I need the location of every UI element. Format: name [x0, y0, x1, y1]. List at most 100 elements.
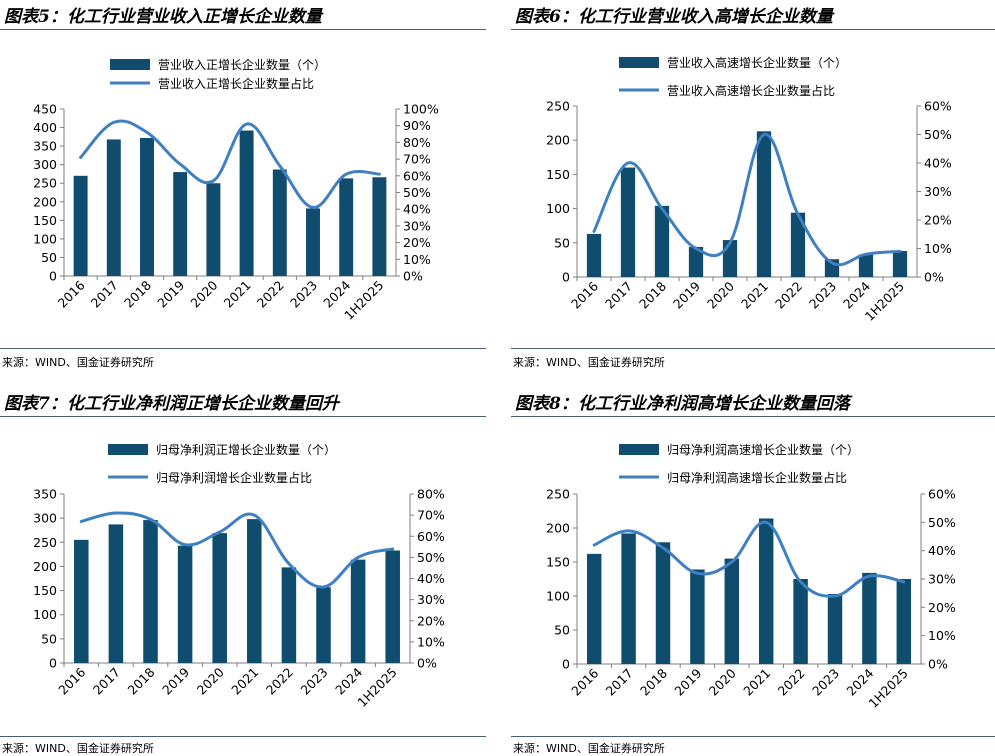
source-rule — [511, 736, 995, 737]
bar — [385, 550, 400, 663]
y-left-tick-label: 200 — [546, 521, 570, 536]
share-line — [81, 121, 380, 208]
x-tick-label: 2020 — [704, 278, 737, 311]
y-right-tick-label: 40% — [403, 202, 431, 217]
bar — [240, 131, 254, 276]
bar — [656, 542, 670, 664]
y-right-tick-label: 20% — [928, 600, 956, 615]
y-left-tick-label: 200 — [546, 133, 570, 148]
chart-panel-8: 图表8：化工行业净利润高增长企业数量回落 归母净利润高速增长企业数量（个）归母净… — [511, 387, 995, 754]
bar — [587, 234, 601, 277]
x-tick-label: 2017 — [90, 665, 123, 698]
y-left-tick-label: 450 — [33, 102, 57, 117]
x-tick-label: 2016 — [55, 664, 88, 697]
y-left-tick-label: 150 — [33, 583, 57, 598]
y-left-tick-label: 300 — [33, 157, 57, 172]
y-right-tick-label: 50% — [403, 185, 431, 200]
y-left-tick-label: 100 — [546, 589, 570, 604]
x-tick-label: 2019 — [671, 665, 704, 698]
legend-line-label: 归母净利润高速增长企业数量占比 — [667, 470, 847, 485]
y-right-tick-label: 50% — [417, 550, 445, 565]
y-right-tick-label: 40% — [928, 543, 956, 558]
y-left-tick-label: 400 — [33, 120, 57, 135]
y-right-tick-label: 30% — [924, 184, 952, 199]
y-left-tick-label: 200 — [33, 194, 57, 209]
y-right-tick-label: 30% — [928, 572, 956, 587]
bar — [897, 579, 911, 664]
y-left-tick-label: 0 — [49, 656, 57, 671]
y-right-tick-label: 0% — [928, 657, 948, 672]
x-tick-label: 2020 — [187, 277, 220, 310]
y-right-tick-label: 20% — [403, 235, 431, 250]
chart-plot: 归母净利润正增长企业数量（个）归母净利润增长企业数量占比050100150200… — [0, 387, 490, 754]
y-right-tick-label: 40% — [417, 571, 445, 586]
x-tick-label: 2018 — [637, 665, 670, 698]
legend-item-line: 归母净利润高速增长企业数量占比 — [619, 470, 847, 485]
y-right-tick-label: 0% — [403, 269, 423, 284]
y-left-tick-label: 200 — [33, 559, 57, 574]
y-right-tick-label: 100% — [403, 102, 439, 117]
y-right-tick-label: 80% — [417, 487, 445, 502]
x-tick-label: 2016 — [568, 665, 601, 698]
chart-plot: 营业收入高速增长企业数量（个）营业收入高速增长企业数量占比05010015020… — [511, 0, 995, 372]
y-right-tick-label: 50% — [928, 515, 956, 530]
legend-item-line: 归母净利润增长企业数量占比 — [108, 470, 312, 485]
bar — [178, 546, 193, 663]
bar — [339, 178, 353, 276]
x-tick-label: 2016 — [568, 278, 601, 311]
x-tick-label: 2023 — [809, 666, 842, 699]
legend-bar-label: 营业收入正增长企业数量（个） — [158, 57, 326, 72]
chart-panel-7: 图表7：化工行业净利润正增长企业数量回升 归母净利润正增长企业数量（个）归母净利… — [0, 387, 490, 754]
y-left-tick-label: 250 — [546, 487, 570, 502]
y-left-tick-label: 350 — [33, 139, 57, 154]
x-tick-label: 2022 — [254, 278, 287, 311]
y-right-tick-label: 0% — [417, 656, 437, 671]
y-left-tick-label: 0 — [562, 657, 570, 672]
y-left-tick-label: 0 — [562, 270, 570, 285]
legend-item-line: 营业收入高速增长企业数量占比 — [619, 83, 835, 98]
x-tick-label: 2021 — [221, 278, 254, 311]
bar — [316, 587, 331, 663]
bar — [143, 520, 158, 663]
y-right-tick-label: 10% — [403, 252, 431, 267]
bar — [757, 131, 771, 277]
y-right-tick-label: 10% — [417, 634, 445, 649]
x-tick-label: 2020 — [194, 664, 227, 697]
x-tick-label: 2017 — [88, 278, 121, 311]
bar — [206, 183, 220, 276]
y-left-tick-label: 0 — [49, 269, 57, 284]
bar — [621, 533, 635, 664]
bar — [351, 560, 366, 663]
bar — [859, 254, 873, 277]
chart-plot: 归母净利润高速增长企业数量（个）归母净利润高速增长企业数量占比050100150… — [511, 387, 995, 754]
x-tick-label: 2022 — [775, 666, 808, 699]
x-tick-label: 2022 — [772, 279, 805, 312]
legend-line-label: 归母净利润增长企业数量占比 — [156, 470, 312, 485]
x-tick-label: 2019 — [154, 277, 187, 310]
x-tick-label: 2019 — [159, 664, 192, 697]
bar — [173, 172, 187, 276]
y-left-tick-label: 350 — [33, 487, 57, 502]
y-right-tick-label: 20% — [417, 613, 445, 628]
y-right-tick-label: 10% — [928, 628, 956, 643]
x-tick-label: 2018 — [125, 664, 158, 697]
x-tick-label: 2017 — [603, 666, 636, 699]
legend-bar-swatch — [619, 444, 659, 455]
chart-plot: 营业收入正增长企业数量（个）营业收入正增长企业数量占比0501001502002… — [0, 0, 490, 372]
y-right-tick-label: 0% — [924, 270, 944, 285]
bar — [893, 251, 907, 277]
y-left-tick-label: 50 — [41, 250, 57, 265]
y-right-tick-label: 10% — [924, 241, 952, 256]
x-tick-label: 2020 — [706, 665, 739, 698]
legend-bar-label: 归母净利润高速增长企业数量（个） — [667, 442, 859, 457]
y-right-tick-label: 60% — [417, 529, 445, 544]
bar — [140, 138, 154, 276]
bar — [306, 208, 320, 276]
y-left-tick-label: 150 — [546, 167, 570, 182]
legend-bar-swatch — [619, 57, 659, 68]
bar — [273, 169, 287, 276]
y-left-tick-label: 100 — [546, 201, 570, 216]
y-right-tick-label: 30% — [403, 218, 431, 233]
y-right-tick-label: 80% — [403, 135, 431, 150]
legend-item-bar: 营业收入正增长企业数量（个） — [110, 57, 326, 72]
